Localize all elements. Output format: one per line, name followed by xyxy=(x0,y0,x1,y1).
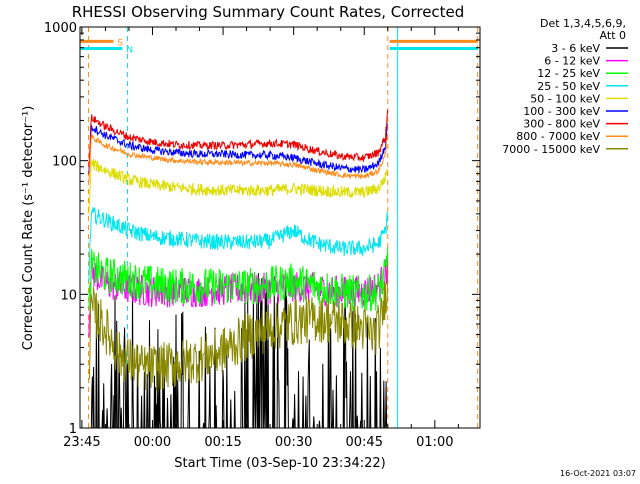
x-tick-label: 23:45 xyxy=(63,435,100,450)
chart-title: RHESSI Observing Summary Count Rates, Co… xyxy=(72,3,465,21)
series-line xyxy=(88,264,389,392)
flag-label: N xyxy=(126,46,133,56)
timestamp: 16-Oct-2021 03:07 xyxy=(560,469,636,478)
x-tick-label: 00:00 xyxy=(134,435,171,450)
y-tick-label: 1000 xyxy=(44,21,77,36)
legend-entry: 25 - 50 keV xyxy=(537,80,600,93)
plot-area: SN xyxy=(80,27,479,428)
series-line xyxy=(88,133,389,182)
series-line xyxy=(88,247,389,312)
legend-entry: 12 - 25 keV xyxy=(537,67,600,80)
x-axis-label: Start Time (03-Sep-10 23:34:22) xyxy=(174,456,385,471)
flag-label: S xyxy=(117,38,123,48)
series-line xyxy=(88,122,389,174)
x-tick-label: 00:45 xyxy=(346,435,383,450)
y-tick-label: 1 xyxy=(69,422,77,437)
x-tick-label: 00:15 xyxy=(204,435,241,450)
legend-header: Det 1,3,4,5,6,9, xyxy=(540,17,626,30)
legend-entry: 800 - 7000 keV xyxy=(516,130,600,143)
legend-entry: 6 - 12 keV xyxy=(544,55,600,68)
y-tick-label: 10 xyxy=(60,288,77,303)
x-tick-label: 01:00 xyxy=(416,435,453,450)
legend-entry: 300 - 800 keV xyxy=(523,118,600,131)
legend-header: Att 0 xyxy=(600,29,626,42)
legend-entry: 100 - 300 keV xyxy=(523,105,600,118)
legend-entry: 3 - 6 keV xyxy=(551,42,600,55)
legend-entry: 50 - 100 keV xyxy=(530,92,600,105)
series-line xyxy=(88,109,389,167)
axes: 1 10 100 1000 23:45 00:00 00:15 00:30 00:45 01:00 xyxy=(44,21,481,450)
x-tick-label: 00:30 xyxy=(275,435,312,450)
y-tick-label: 100 xyxy=(52,155,77,170)
series-line xyxy=(88,158,389,215)
plot-frame xyxy=(79,26,481,429)
y-axis-label: Corrected Count Rate (s⁻¹ detector⁻¹) xyxy=(21,106,36,351)
series-line xyxy=(88,207,389,282)
legend-entry: 7000 - 15000 keV xyxy=(502,143,600,156)
